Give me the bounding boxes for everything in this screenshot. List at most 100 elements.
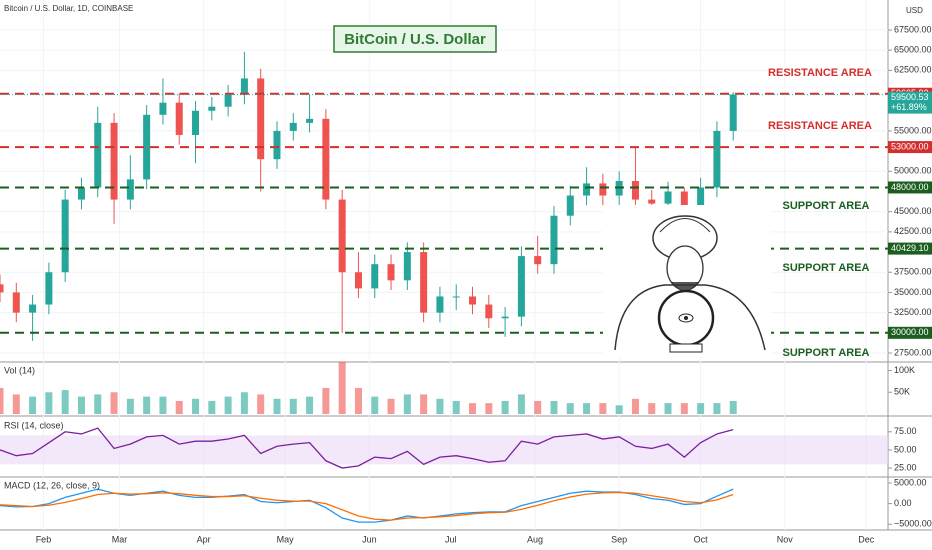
x-tick-label: Mar — [112, 534, 128, 544]
x-tick-label: Jul — [445, 534, 457, 544]
last-price-change: +61.89% — [891, 102, 927, 112]
last-price-label: 59500.53 — [891, 92, 929, 102]
y-tick-label: 42500.00 — [894, 226, 932, 236]
candle-body — [534, 256, 542, 265]
volume-bar — [664, 403, 672, 414]
volume-bar — [615, 405, 623, 414]
x-tick-label: Sep — [611, 534, 627, 544]
candle-body — [713, 130, 721, 188]
candle-body — [143, 114, 151, 180]
candle-body — [257, 78, 265, 160]
y-tick-label: 50.00 — [894, 444, 917, 454]
shoulders — [614, 284, 766, 351]
volume-bar — [354, 387, 362, 414]
level-label-box — [888, 326, 932, 339]
candle-body — [322, 118, 330, 200]
ball-stand — [669, 343, 703, 353]
x-tick-label: Jun — [362, 534, 377, 544]
volume-bar — [175, 400, 183, 414]
y-tick-label: 55000.00 — [894, 125, 932, 135]
pane-title: MACD (12, 26, close, 9) — [4, 480, 100, 490]
level-label: 53000.00 — [891, 141, 929, 151]
candle-body — [273, 130, 281, 160]
volume-bar — [387, 398, 395, 414]
volume-bar — [338, 361, 346, 414]
volume-bar — [289, 398, 297, 414]
volume-bar — [583, 403, 591, 414]
candle-body — [354, 272, 362, 289]
indicator-line — [0, 491, 734, 521]
volume-bar — [0, 387, 4, 414]
candle-body — [550, 215, 558, 265]
candle-body — [94, 122, 102, 188]
candle-body — [729, 94, 737, 131]
volume-bar — [452, 400, 460, 414]
volume-bar — [240, 392, 248, 414]
rsi-band — [0, 435, 888, 465]
volume-bar — [729, 400, 737, 414]
level-label-box — [888, 242, 932, 255]
volume-bar — [566, 403, 574, 414]
volume-bar — [110, 392, 118, 414]
pane-title: Vol (14) — [4, 365, 35, 375]
level-label-box — [888, 141, 932, 154]
volume-bar — [126, 398, 134, 414]
candle-body — [517, 256, 525, 317]
candle-body — [175, 102, 183, 135]
candle-body — [566, 195, 574, 216]
volume-bar — [322, 387, 330, 414]
x-tick-label: Oct — [694, 534, 709, 544]
candle-body — [306, 118, 314, 123]
candle-body — [159, 102, 167, 115]
volume-bar — [485, 403, 493, 414]
volume-bar — [273, 398, 281, 414]
volume-bar — [12, 394, 20, 414]
candle-body — [192, 110, 200, 135]
volume-bar — [631, 398, 639, 414]
candle-body — [436, 296, 444, 313]
volume-bar — [534, 400, 542, 414]
annotation: SUPPORT AREA — [783, 347, 870, 359]
candle-body — [338, 199, 346, 273]
x-tick-label: Feb — [36, 534, 52, 544]
fortune-teller-illustration — [603, 205, 771, 357]
y-tick-label: 62500.00 — [894, 65, 932, 75]
annotation: RESISTANCE AREA — [768, 120, 872, 132]
y-tick-label: 27500.00 — [894, 347, 932, 357]
pupil — [684, 316, 688, 320]
level-label-box — [888, 181, 932, 194]
candle-body — [110, 122, 118, 200]
candle-body — [485, 304, 493, 319]
volume-bar — [192, 398, 200, 414]
level-label: 40429.10 — [891, 243, 929, 253]
volume-bar — [469, 403, 477, 414]
last-price-box — [888, 91, 932, 114]
candle-body — [12, 292, 20, 313]
candle-body — [664, 191, 672, 204]
volume-bar — [550, 400, 558, 414]
volume-bar — [599, 403, 607, 414]
x-tick-label: Apr — [197, 534, 211, 544]
y-tick-label: 32500.00 — [894, 307, 932, 317]
x-tick-label: Dec — [858, 534, 875, 544]
candle-body — [240, 78, 248, 95]
candle-body — [452, 296, 460, 298]
candle-body — [208, 106, 216, 111]
volume-bar — [420, 394, 428, 414]
annotation: SUPPORT AREA — [783, 200, 870, 212]
volume-bar — [697, 403, 705, 414]
volume-bar — [257, 394, 265, 414]
y-tick-label: 50000.00 — [894, 166, 932, 176]
turban-fold — [659, 218, 711, 233]
candle-body — [648, 199, 656, 204]
volume-bar — [501, 400, 509, 414]
y-tick-label: 67500.00 — [894, 24, 932, 34]
candle-body — [45, 272, 53, 305]
x-tick-label: Nov — [777, 534, 794, 544]
annotation: RESISTANCE AREA — [768, 67, 872, 79]
candle-body — [61, 199, 69, 273]
candle-body — [224, 94, 232, 107]
y-tick-label: −5000.00 — [894, 519, 932, 529]
